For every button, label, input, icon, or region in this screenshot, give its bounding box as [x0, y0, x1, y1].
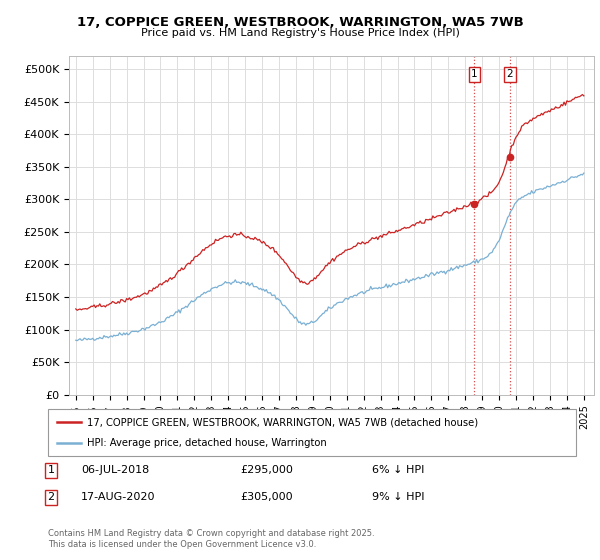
Text: 17, COPPICE GREEN, WESTBROOK, WARRINGTON, WA5 7WB: 17, COPPICE GREEN, WESTBROOK, WARRINGTON…	[77, 16, 523, 29]
Text: 1: 1	[471, 69, 478, 80]
Text: 1: 1	[47, 465, 55, 475]
Text: 9% ↓ HPI: 9% ↓ HPI	[372, 492, 425, 502]
Text: Price paid vs. HM Land Registry's House Price Index (HPI): Price paid vs. HM Land Registry's House …	[140, 28, 460, 38]
Text: 06-JUL-2018: 06-JUL-2018	[81, 465, 149, 475]
Text: 17-AUG-2020: 17-AUG-2020	[81, 492, 155, 502]
Text: 2: 2	[47, 492, 55, 502]
Text: HPI: Average price, detached house, Warrington: HPI: Average price, detached house, Warr…	[87, 438, 327, 448]
Text: £295,000: £295,000	[240, 465, 293, 475]
Text: £305,000: £305,000	[240, 492, 293, 502]
Text: 2: 2	[506, 69, 513, 80]
Text: Contains HM Land Registry data © Crown copyright and database right 2025.
This d: Contains HM Land Registry data © Crown c…	[48, 529, 374, 549]
Text: 17, COPPICE GREEN, WESTBROOK, WARRINGTON, WA5 7WB (detached house): 17, COPPICE GREEN, WESTBROOK, WARRINGTON…	[87, 417, 478, 427]
Text: 6% ↓ HPI: 6% ↓ HPI	[372, 465, 424, 475]
